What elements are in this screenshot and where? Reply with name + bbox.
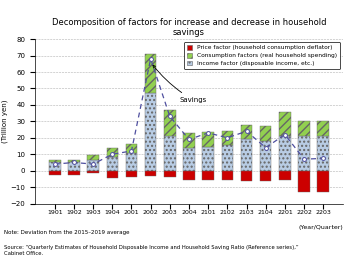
Bar xyxy=(164,171,176,177)
Bar xyxy=(183,171,195,180)
Bar xyxy=(279,171,290,180)
Bar xyxy=(241,171,252,181)
Text: Note: Deviation from the 2015–2019 average: Note: Deviation from the 2015–2019 avera… xyxy=(4,230,129,235)
Bar xyxy=(298,171,310,192)
Bar xyxy=(106,157,118,171)
Bar xyxy=(317,121,329,136)
Bar xyxy=(241,139,252,171)
Bar xyxy=(145,171,156,176)
Bar xyxy=(164,110,176,136)
Bar xyxy=(49,160,61,162)
Bar xyxy=(145,93,156,171)
Bar xyxy=(298,136,310,171)
Bar xyxy=(68,171,80,175)
Bar xyxy=(202,147,214,171)
Bar xyxy=(279,136,290,171)
Bar xyxy=(126,144,137,153)
Bar xyxy=(317,171,329,192)
Text: Savings: Savings xyxy=(153,65,206,103)
Text: (Year/Quarter): (Year/Quarter) xyxy=(298,225,343,230)
Bar xyxy=(164,136,176,171)
Bar xyxy=(202,132,214,147)
Bar xyxy=(68,162,80,171)
Bar xyxy=(106,148,118,157)
Legend: Price factor (household consumption deflator), Consumption factors (real househo: Price factor (household consumption defl… xyxy=(184,42,340,69)
Bar xyxy=(183,133,195,148)
Bar xyxy=(260,141,272,171)
Bar xyxy=(241,125,252,139)
Bar xyxy=(202,171,214,180)
Bar xyxy=(317,136,329,171)
Bar xyxy=(49,162,61,171)
Bar xyxy=(126,171,137,177)
Bar xyxy=(88,171,99,173)
Bar xyxy=(260,126,272,141)
Bar xyxy=(183,148,195,171)
Bar xyxy=(260,171,272,181)
Bar xyxy=(68,160,80,162)
Bar xyxy=(126,153,137,171)
Bar xyxy=(145,54,156,93)
Bar xyxy=(222,145,233,171)
Bar xyxy=(222,131,233,145)
Text: Source: “Quarterly Estimates of Household Disposable Income and Household Saving: Source: “Quarterly Estimates of Househol… xyxy=(4,245,298,256)
Bar xyxy=(106,171,118,178)
Bar xyxy=(88,160,99,171)
Y-axis label: (Trillion yen): (Trillion yen) xyxy=(1,100,8,143)
Bar xyxy=(298,121,310,136)
Bar xyxy=(88,155,99,160)
Bar xyxy=(222,171,233,180)
Title: Decomposition of factors for increase and decrease in household
savings: Decomposition of factors for increase an… xyxy=(52,17,326,37)
Bar xyxy=(279,112,290,136)
Bar xyxy=(49,171,61,175)
